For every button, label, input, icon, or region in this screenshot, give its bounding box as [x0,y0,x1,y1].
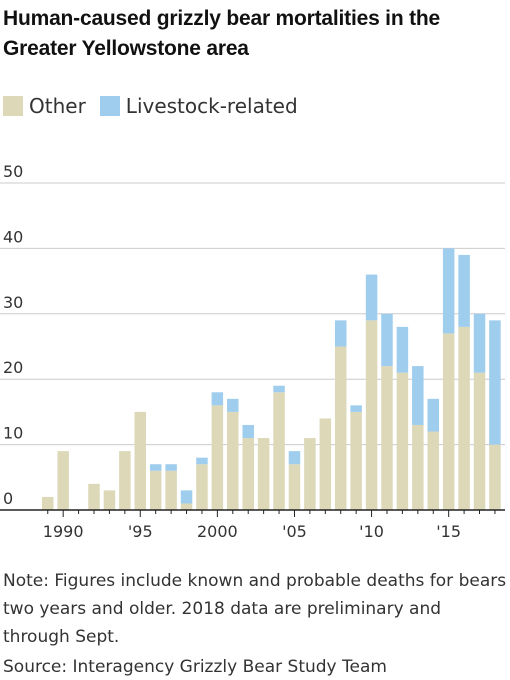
chart-title: Human-caused grizzly bear mortalities in… [3,7,440,60]
bar-other [273,392,285,510]
y-tick-label: 10 [3,424,23,443]
bar-other [119,451,131,510]
bar-other [381,366,393,510]
bar-livestock [350,405,362,412]
bar-other [427,431,439,510]
bar-other [42,496,54,510]
bar-other [412,424,424,510]
chart-source: Source: Interagency Grizzly Bear Study T… [3,657,387,677]
bar-other [458,326,470,510]
bar-livestock [365,274,378,321]
legend: Other Livestock-related [3,92,312,120]
legend-swatch-livestock [99,96,120,116]
y-tick-label: 40 [3,227,23,246]
bar-other [442,333,455,510]
bar-livestock [227,398,239,412]
bar-livestock [288,451,301,465]
bar-other [334,346,347,510]
bar-livestock [458,254,470,327]
bar-livestock [473,313,486,373]
y-tick-label: 30 [3,293,23,312]
bar-livestock [149,464,162,471]
x-tick-label: 2000 [197,522,238,541]
x-tick-label: '95 [128,522,153,541]
legend-item-livestock: Livestock-related [99,94,298,118]
stacked-bar-chart: 0 10 20 30 40 50 1990 '95 2000 '05 '10 '15 [0,162,505,541]
bar-livestock [165,464,177,471]
bar-other [211,405,224,510]
bar-other [227,411,239,510]
x-tick-label: '10 [359,522,384,541]
bar-other [88,483,100,510]
bar-livestock [273,385,285,393]
y-tick-label: 50 [3,162,23,181]
bar-livestock [180,490,193,504]
x-tick-label: 1990 [43,522,84,541]
x-tick-label: '05 [282,522,307,541]
bar-other [57,451,69,510]
bar-other [196,464,208,510]
chart-note: Note: Figures include known and probable… [3,571,507,647]
bar-livestock [242,424,254,439]
bar-other [134,411,147,510]
bar-livestock [381,313,393,367]
y-tick-label: 20 [3,358,23,377]
y-tick-label: 0 [3,489,13,508]
bar-livestock [412,366,424,425]
bar-livestock [396,326,409,373]
bar-other [365,320,378,510]
bar-livestock [211,392,224,406]
bar-other [489,444,501,510]
x-tick-label: '15 [436,522,461,541]
bar-livestock [334,320,347,347]
bar-other [396,372,409,510]
bar-other [257,438,270,510]
bar-other [242,438,254,510]
bar-other [350,411,362,510]
legend-label-livestock: Livestock-related [125,94,298,118]
bar-other [304,438,316,510]
bar-other [103,490,116,510]
bar-other [180,503,193,510]
bar-livestock [442,248,455,334]
bar-other [288,464,301,510]
bar-other [165,470,177,510]
legend-label-other: Other [29,94,86,118]
bar-livestock [489,320,501,445]
bar-other [149,470,162,510]
bar-livestock [427,398,439,432]
legend-item-other: Other [3,94,86,118]
bar-livestock [196,457,208,465]
bar-other [473,372,486,510]
bar-other [319,418,332,510]
legend-swatch-other [3,96,23,116]
